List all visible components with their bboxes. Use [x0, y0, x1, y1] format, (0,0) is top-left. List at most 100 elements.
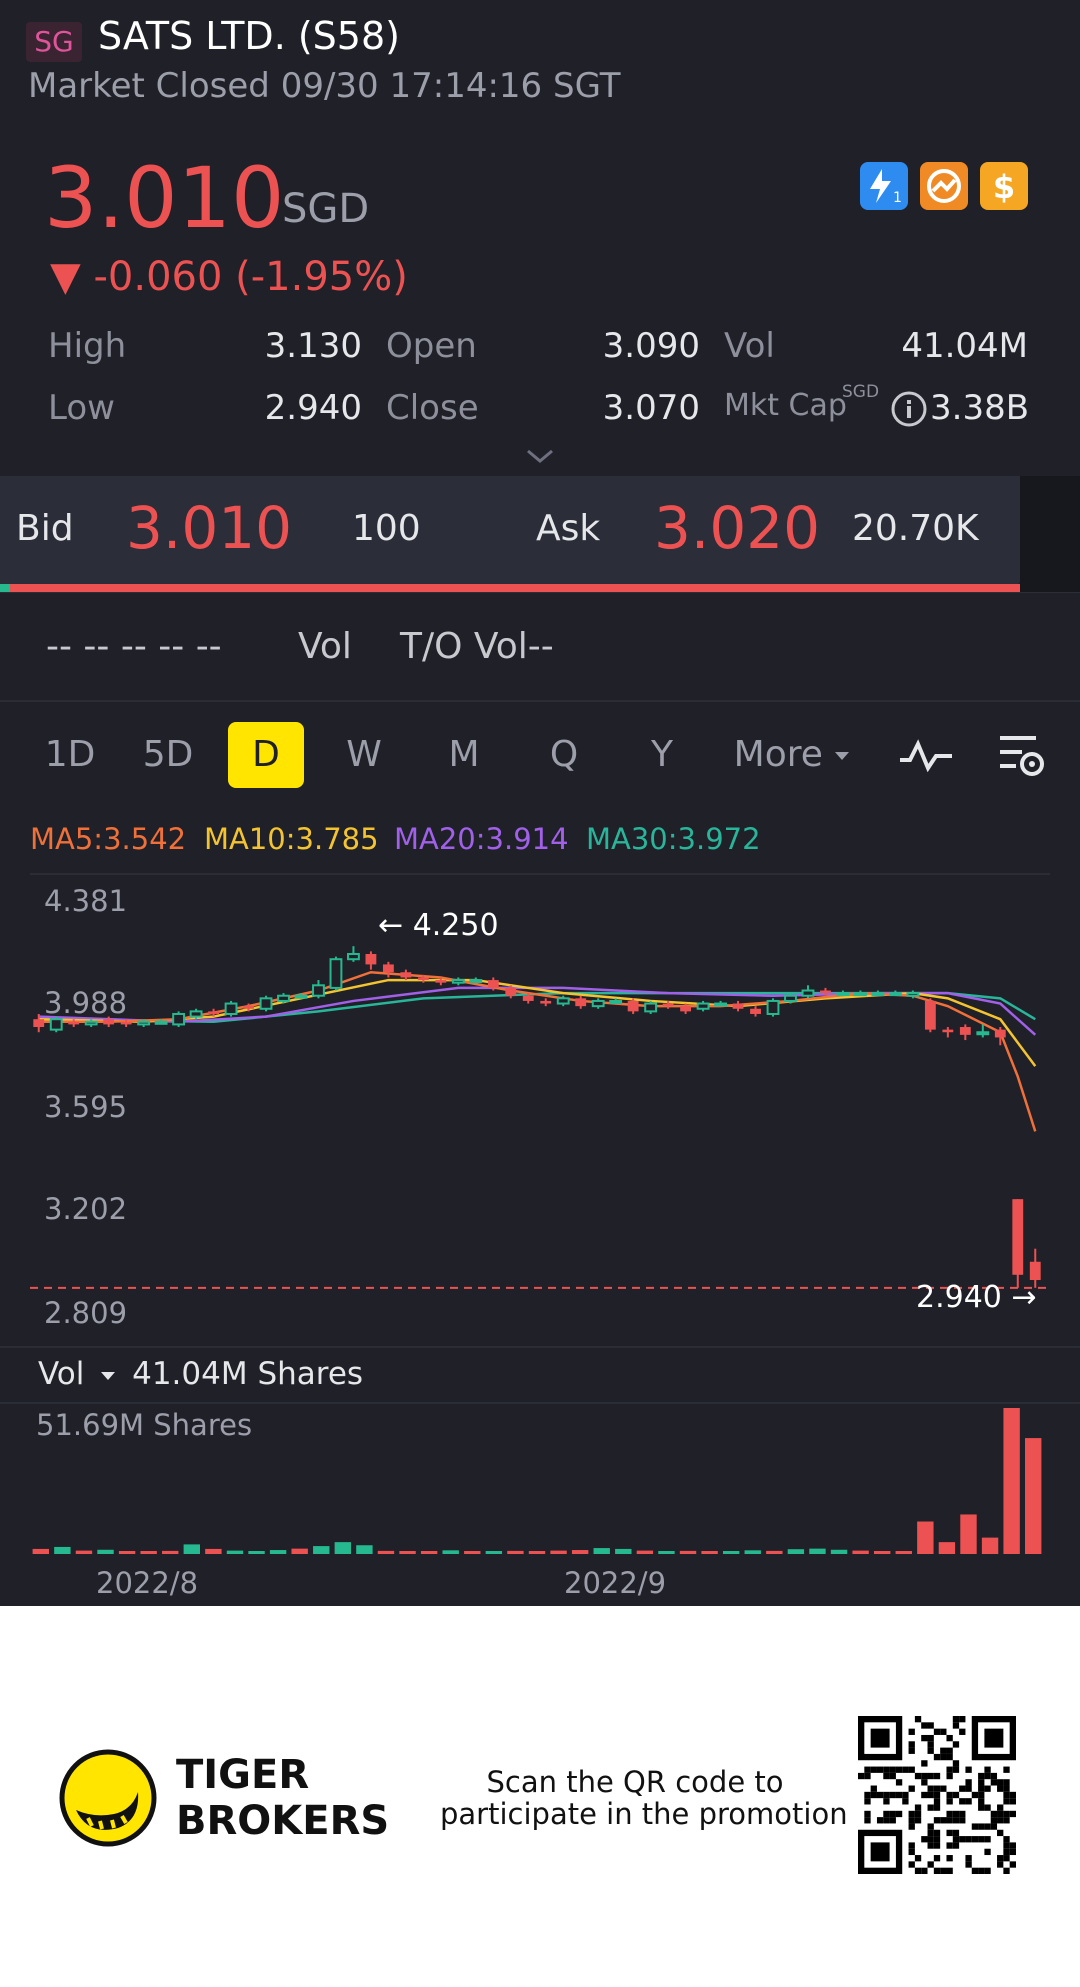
volume-bar — [1025, 1438, 1042, 1554]
qr-module — [946, 1829, 953, 1837]
bid-ask-ratio-bar — [0, 584, 1020, 592]
qr-module — [952, 1791, 960, 1799]
qr-module — [984, 1848, 991, 1856]
tab-more[interactable]: More — [732, 722, 852, 788]
qr-module — [959, 1836, 966, 1843]
promo-line-2: participate in the promotion — [440, 1797, 848, 1831]
qr-module — [940, 1747, 947, 1754]
chevron-down-icon[interactable] — [524, 446, 556, 466]
candle — [451, 979, 465, 984]
qr-module — [952, 1766, 960, 1773]
qr-module — [883, 1817, 890, 1824]
qr-module — [908, 1861, 915, 1868]
qr-module — [914, 1772, 922, 1780]
tab-d[interactable]: D — [228, 722, 304, 788]
candle — [189, 1010, 203, 1018]
volume-bar — [420, 1551, 438, 1554]
candle — [888, 992, 902, 997]
chart-icon[interactable] — [920, 162, 968, 210]
candle — [976, 1031, 990, 1036]
qr-module — [1003, 1842, 1010, 1849]
chart-settings-icon[interactable] — [996, 732, 1048, 780]
qr-module — [952, 1716, 960, 1723]
candle — [259, 997, 273, 1010]
info-icon[interactable] — [890, 390, 928, 428]
qr-module — [990, 1810, 998, 1818]
ma20-line — [38, 986, 1037, 1036]
qr-module — [914, 1867, 922, 1874]
qr-module — [978, 1836, 985, 1843]
qr-module — [895, 1791, 903, 1799]
qr-module — [946, 1810, 953, 1818]
brand-line-2: BROKERS — [176, 1798, 390, 1844]
bid-price: 3.010 — [126, 494, 293, 562]
tiger-logo-icon — [58, 1748, 158, 1848]
qr-module — [902, 1798, 909, 1805]
candle — [942, 1029, 954, 1033]
ask-size: 20.70K — [852, 508, 979, 549]
indicator-icon[interactable] — [898, 734, 954, 778]
qr-module — [965, 1861, 972, 1868]
volume-bar — [54, 1546, 71, 1554]
candle — [120, 1021, 132, 1025]
lightning-1-icon[interactable]: 1 — [860, 162, 908, 210]
volume-bar — [162, 1550, 179, 1554]
candle — [103, 1019, 115, 1025]
qr-module — [1003, 1836, 1010, 1843]
candlestick-chart[interactable] — [0, 870, 1080, 1350]
tab-q[interactable]: Q — [549, 734, 579, 775]
caret-down-icon — [101, 1371, 116, 1380]
bid-label: Bid — [16, 508, 74, 549]
qr-module — [864, 1772, 871, 1780]
qr-module — [933, 1836, 941, 1843]
qr-module — [902, 1766, 909, 1773]
price-change: ▼ -0.060 (-1.95%) — [50, 254, 408, 300]
qr-finder — [984, 1728, 1004, 1748]
app-screen: SG SATS LTD. (S58) Market Closed 09/30 1… — [0, 0, 1080, 1606]
candle — [1029, 1261, 1041, 1281]
candle — [680, 1006, 692, 1012]
ma5-line — [38, 970, 1037, 1132]
tab-m[interactable]: M — [448, 734, 480, 775]
volume-header-value: 41.04M Shares — [132, 1356, 364, 1392]
volume-bar — [269, 1550, 287, 1554]
high-label: High — [48, 326, 127, 366]
volume-bar — [981, 1537, 999, 1554]
qr-module — [997, 1855, 1004, 1862]
qr-module — [927, 1836, 934, 1843]
qr-module — [908, 1728, 915, 1735]
bid-ask-side-strip — [1020, 476, 1080, 592]
qr-module — [946, 1772, 953, 1780]
tab-1d[interactable]: 1D — [44, 734, 96, 775]
qr-module — [921, 1772, 928, 1780]
tab-more-label: More — [733, 734, 823, 775]
tab-5d[interactable]: 5D — [142, 734, 194, 775]
qr-module — [927, 1785, 934, 1792]
candle — [137, 1020, 151, 1026]
qr-module — [933, 1772, 941, 1780]
qr-module — [914, 1855, 922, 1862]
dollar-icon[interactable]: $ — [980, 162, 1028, 210]
candle — [33, 1019, 45, 1028]
divider — [0, 1346, 1080, 1348]
candle — [154, 1020, 168, 1025]
tab-y[interactable]: Y — [651, 734, 673, 775]
candle — [959, 1027, 971, 1035]
candle — [347, 952, 360, 961]
volume-bar — [226, 1550, 244, 1554]
exchange-badge: SG — [26, 22, 82, 62]
volume-bar — [615, 1548, 632, 1554]
qr-code-icon[interactable] — [858, 1716, 1016, 1874]
qr-module — [876, 1817, 884, 1824]
qr-module — [864, 1766, 871, 1773]
volume-bar — [550, 1550, 567, 1554]
volume-selector[interactable]: Vol 41.04M Shares — [38, 1356, 363, 1392]
qr-module — [965, 1855, 972, 1862]
candle — [400, 972, 412, 978]
qr-module — [933, 1804, 941, 1811]
tab-w[interactable]: W — [346, 734, 382, 775]
qr-module — [914, 1817, 922, 1824]
qr-module — [876, 1766, 884, 1773]
candle — [784, 994, 797, 1002]
volume-chart[interactable] — [0, 1400, 1080, 1560]
